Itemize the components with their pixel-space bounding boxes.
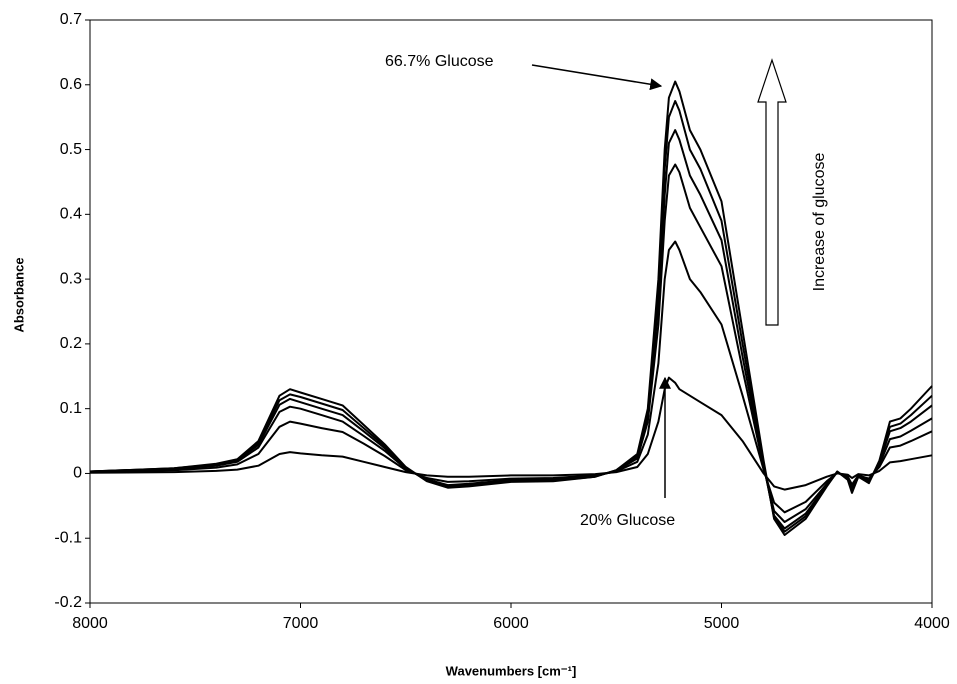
y-tick-label: 0.4 <box>60 206 82 223</box>
series-line <box>89 376 933 491</box>
series-line <box>89 240 933 514</box>
y-axis-label: Absorbance <box>11 257 26 332</box>
y-tick-label: -0.2 <box>54 594 82 611</box>
x-tick-label: 8000 <box>72 615 108 632</box>
annotation: 66.7% Glucose <box>385 53 494 70</box>
annotation: Increase of glucose <box>811 153 828 292</box>
y-tick-label: 0.2 <box>60 335 82 352</box>
y-tick-label: 0 <box>73 465 82 482</box>
y-tick-label: -0.1 <box>54 529 82 546</box>
x-tick-label: 4000 <box>914 615 950 632</box>
x-tick-label: 5000 <box>704 615 740 632</box>
y-tick-label: 0.5 <box>60 141 82 158</box>
x-tick-label: 7000 <box>283 615 319 632</box>
y-tick-label: 0.3 <box>60 270 82 287</box>
annotation: 20% Glucose <box>580 512 675 529</box>
y-tick-label: 0.1 <box>60 400 82 417</box>
y-tick-label: 0.6 <box>60 76 82 93</box>
x-axis-label: Wavenumbers [cm⁻¹] <box>446 663 577 678</box>
increase-arrow <box>757 58 787 326</box>
annotation-arrow <box>531 64 663 91</box>
series-line <box>89 163 933 523</box>
x-tick-label: 6000 <box>493 615 529 632</box>
y-tick-label: 0.7 <box>60 11 82 28</box>
series-line <box>89 129 933 530</box>
